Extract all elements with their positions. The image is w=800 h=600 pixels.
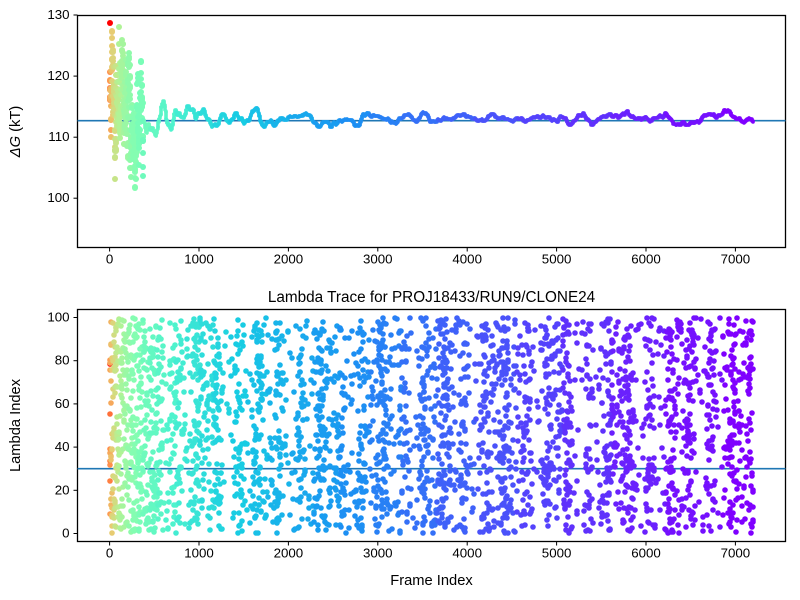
svg-text:7000: 7000 (721, 252, 751, 267)
svg-text:0: 0 (106, 546, 113, 561)
svg-text:6000: 6000 (631, 546, 661, 561)
svg-text:20: 20 (55, 482, 70, 497)
svg-text:Frame Index: Frame Index (390, 573, 473, 589)
svg-text:Lambda Index: Lambda Index (8, 378, 24, 472)
svg-text:4000: 4000 (452, 546, 482, 561)
svg-text:2000: 2000 (274, 252, 304, 267)
svg-text:2000: 2000 (274, 546, 304, 561)
svg-text:0: 0 (106, 252, 113, 267)
svg-text:6000: 6000 (631, 252, 661, 267)
svg-text:60: 60 (55, 396, 70, 411)
svg-text:100: 100 (47, 310, 69, 325)
svg-text:ΔG (kT): ΔG (kT) (8, 106, 24, 158)
svg-text:110: 110 (48, 129, 69, 144)
svg-text:3000: 3000 (363, 252, 393, 267)
svg-text:Lambda Trace for PROJ18433/RUN: Lambda Trace for PROJ18433/RUN9/CLONE24 (268, 289, 596, 306)
svg-text:4000: 4000 (452, 252, 482, 267)
svg-text:0: 0 (62, 526, 69, 541)
svg-text:5000: 5000 (542, 546, 572, 561)
svg-text:100: 100 (47, 190, 69, 205)
svg-text:3000: 3000 (363, 546, 393, 561)
svg-text:7000: 7000 (721, 546, 751, 561)
svg-text:5000: 5000 (542, 252, 572, 267)
svg-text:1000: 1000 (184, 252, 214, 267)
svg-text:120: 120 (47, 68, 69, 83)
svg-text:130: 130 (47, 7, 69, 22)
svg-text:1000: 1000 (184, 546, 214, 561)
svg-text:40: 40 (55, 439, 70, 454)
svg-text:80: 80 (55, 353, 70, 368)
